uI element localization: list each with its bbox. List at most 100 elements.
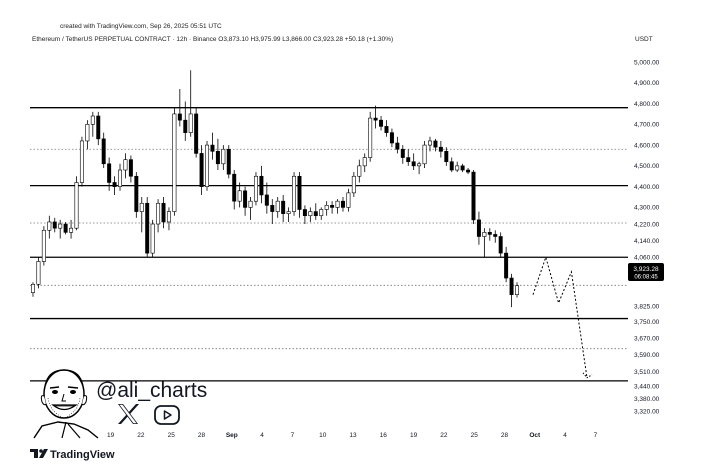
bullish-candle — [85, 124, 90, 142]
x-tick-label: 4 — [260, 432, 264, 439]
bearish-candle — [101, 138, 106, 165]
x-tick-label: 7 — [291, 432, 295, 439]
bearish-candle — [389, 132, 394, 144]
y-tick-label: 4,600.00 — [634, 142, 660, 149]
bullish-candle — [150, 223, 155, 254]
x-tick-label: 19 — [410, 432, 418, 439]
candlestick-series — [31, 70, 519, 308]
bullish-candle — [79, 140, 84, 183]
bearish-candle — [215, 151, 220, 165]
y-tick-label: 4,900.00 — [634, 80, 660, 87]
bearish-candle — [406, 157, 411, 163]
y-tick-label: 3,510.00 — [634, 369, 660, 376]
bullish-candle — [286, 211, 291, 214]
bearish-candle — [264, 194, 269, 206]
last-price-badge: 3,923.28 06:08:45 — [628, 263, 664, 281]
x-tick-label: 28 — [501, 432, 509, 439]
projection-path — [532, 255, 593, 379]
y-tick-label: 3,590.00 — [634, 352, 660, 359]
y-tick-label: 4,700.00 — [634, 122, 660, 129]
y-tick-label: 4,800.00 — [634, 101, 660, 108]
bearish-candle — [466, 169, 471, 173]
bearish-candle — [471, 171, 476, 221]
x-tick-label: 13 — [349, 432, 357, 439]
x-tick-label: 4 — [563, 432, 567, 439]
x-tick-label: 19 — [107, 432, 115, 439]
bearish-candle — [379, 119, 384, 127]
bearish-candle — [210, 144, 215, 152]
last-price-value: 3,923.28 — [633, 266, 659, 273]
bullish-candle — [188, 113, 193, 133]
bearish-candle — [449, 161, 454, 171]
bearish-candle — [63, 223, 68, 233]
bullish-candle — [455, 165, 460, 171]
bullish-candle — [90, 115, 95, 125]
bearish-candle — [400, 148, 405, 158]
bearish-candle — [194, 113, 199, 154]
x-tick-label: 10 — [319, 432, 327, 439]
projection-line — [532, 255, 588, 378]
x-tick-label: 16 — [380, 432, 388, 439]
y-tick-label: 4,500.00 — [634, 163, 660, 170]
y-tick-label: 3,440.00 — [634, 383, 660, 390]
bullish-candle — [362, 157, 367, 167]
symbol-info: Ethereum / TetherUS PERPETUAL CONTRACT ·… — [32, 36, 393, 43]
x-tick-label: 28 — [198, 432, 206, 439]
bullish-candle — [205, 144, 210, 187]
bearish-candle — [177, 113, 182, 121]
y-tick-label: 4,140.00 — [634, 238, 660, 245]
brand-name: TradingView — [50, 449, 115, 461]
bearish-candle — [107, 163, 112, 183]
y-tick-label: 4,220.00 — [634, 221, 660, 228]
created-with-text: created with TradingView.com, Sep 26, 20… — [60, 23, 222, 30]
x-tick-label: 25 — [471, 432, 479, 439]
x-tick-label: 22 — [137, 432, 145, 439]
bearish-candle — [340, 200, 345, 208]
bullish-candle — [58, 223, 63, 229]
bearish-candle — [183, 119, 188, 133]
x-tick-label: Sep — [226, 432, 238, 439]
y-tick-label: 4,400.00 — [634, 184, 660, 191]
bearish-candle — [509, 277, 514, 295]
youtube-icon[interactable] — [154, 405, 180, 425]
bearish-candle — [199, 153, 204, 187]
bullish-candle — [41, 229, 46, 262]
bullish-candle — [515, 285, 519, 295]
bearish-candle — [232, 173, 237, 202]
x-tick-label: 25 — [168, 432, 176, 439]
bearish-candle — [161, 202, 166, 223]
bearish-candle — [313, 211, 318, 217]
y-tick-label: 3,670.00 — [634, 336, 660, 343]
bullish-candle — [172, 113, 177, 212]
tradingview-logo-icon — [30, 449, 48, 458]
bullish-candle — [118, 169, 122, 187]
bearish-candle — [128, 159, 133, 177]
bullish-candle — [351, 175, 356, 194]
bullish-candle — [237, 190, 242, 202]
bullish-candle — [428, 140, 432, 146]
bearish-candle — [134, 175, 139, 212]
bearish-candle — [96, 115, 101, 140]
bearish-candle — [145, 202, 150, 254]
bullish-candle — [69, 227, 74, 233]
bearish-candle — [487, 232, 492, 235]
y-tick-label: 3,320.00 — [634, 408, 660, 415]
x-tick-label: 22 — [440, 432, 448, 439]
bullish-candle — [308, 211, 313, 217]
bullish-candle — [36, 261, 41, 285]
bearish-candle — [460, 165, 465, 171]
bullish-candle — [47, 221, 52, 231]
bearish-candle — [444, 151, 449, 163]
bearish-candle — [476, 219, 481, 237]
projection-arrowhead — [582, 372, 593, 379]
bullish-candle — [74, 182, 79, 229]
y-tick-label: 5,000.00 — [634, 59, 660, 66]
bullish-candle — [253, 175, 258, 202]
bullish-candle — [417, 163, 422, 167]
x-tick-label: Oct — [529, 432, 541, 439]
bullish-candle — [335, 200, 340, 208]
bearish-candle — [384, 126, 389, 133]
time-axis: 191619222528Sep4710131619222528Oct47 — [46, 432, 597, 439]
author-handle: @ali_charts — [96, 379, 207, 402]
